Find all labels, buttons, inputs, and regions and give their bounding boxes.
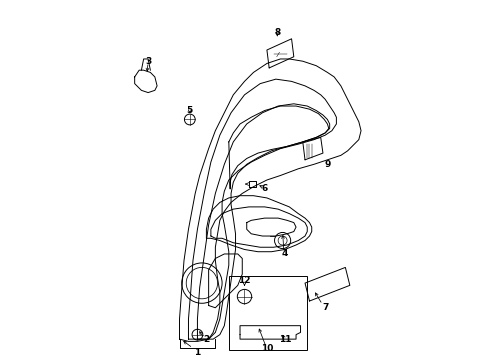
- Text: 3: 3: [145, 57, 151, 66]
- Text: 2: 2: [203, 335, 209, 344]
- Bar: [228, 276, 306, 350]
- Text: 11: 11: [278, 335, 290, 344]
- Text: 7: 7: [321, 303, 328, 312]
- Text: 1: 1: [194, 348, 200, 357]
- Text: 12: 12: [238, 276, 250, 285]
- Text: 10: 10: [260, 343, 272, 352]
- Text: 4: 4: [281, 249, 287, 258]
- Text: 8: 8: [274, 28, 280, 37]
- Text: 6: 6: [261, 184, 267, 193]
- Text: 5: 5: [186, 106, 193, 115]
- Text: 9: 9: [324, 160, 330, 169]
